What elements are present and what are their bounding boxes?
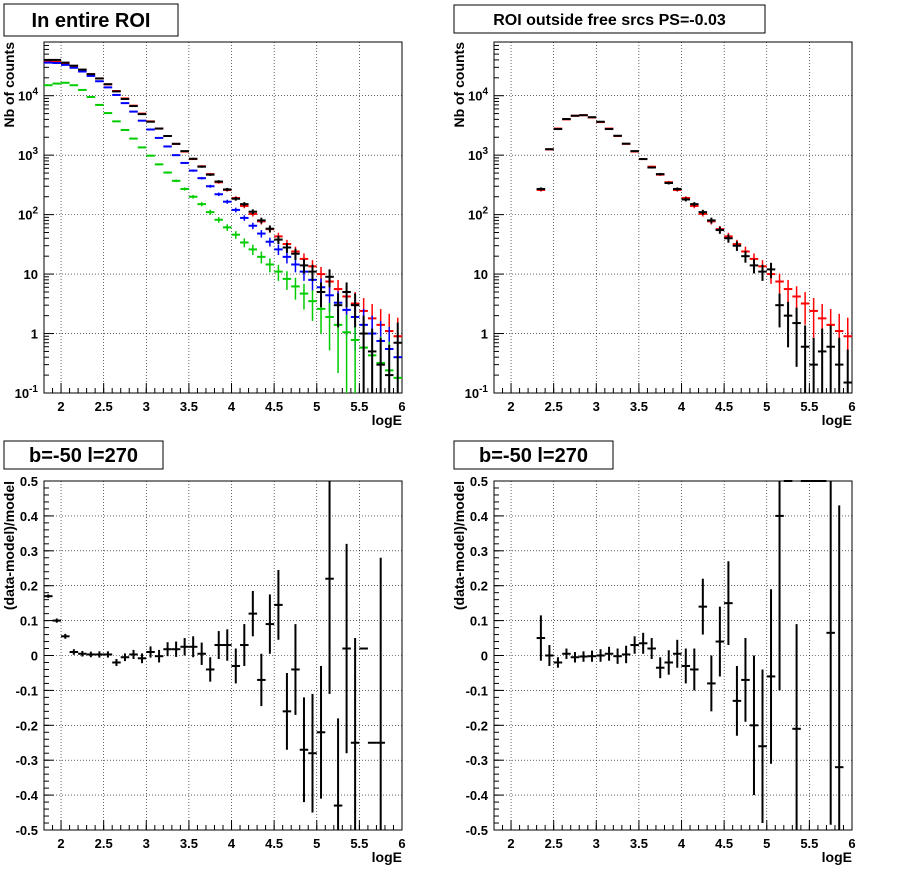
chart-title-box [453,440,614,470]
y-tick-label: 10-1 [465,384,489,401]
data-series-4 [44,58,402,393]
chart-title: In entire ROI [32,10,151,32]
y-tick-label: 103 [18,146,38,163]
chart-title: b=-50 l=270 [479,445,588,467]
chart-title-box [3,3,179,37]
y-tick-label: 10 [24,267,38,282]
x-tick-label: 2.5 [95,399,113,414]
y-tick-label: -0.3 [466,753,488,768]
x-tick-label: 6 [398,836,405,851]
x-tick-label: 3.5 [630,836,648,851]
x-axis-label: logE [822,849,852,865]
y-tick-label: 10-1 [15,384,39,401]
x-tick-label: 2.5 [545,399,563,414]
x-tick-label: 5 [313,399,320,414]
x-tick-label: 5.5 [350,836,368,851]
chart-title-box [3,440,164,470]
x-tick-label: 4 [678,836,686,851]
x-tick-label: 3.5 [180,836,198,851]
y-tick-label: -0.4 [16,788,39,803]
y-tick-label: 1 [31,327,38,342]
x-tick-label: 4 [228,836,236,851]
chart-panel-2: 2 2.5 3 3.5 4 4.5 5 5.5 6 10-1 1 10 102 103 104 logE Nb … [451,4,856,428]
y-tick-label: 0.3 [470,544,488,559]
y-tick-label: -0.1 [16,683,38,698]
y-tick-label: 0.1 [20,614,38,629]
data-series-1 [536,480,844,830]
y-tick-label: -0.5 [16,823,38,838]
x-tick-label: 5.5 [800,399,818,414]
y-tick-label: 0 [31,649,38,664]
y-tick-label: 10 [474,267,488,282]
y-tick-label: 103 [468,146,488,163]
y-tick-label: 1 [481,327,488,342]
y-tick-label: 0.5 [470,474,488,489]
y-tick-label: 0.2 [20,579,38,594]
x-tick-label: 2 [507,836,514,851]
data-series-1 [44,481,385,830]
x-tick-label: 2 [57,836,64,851]
y-axis-label: (data-model)/model [451,481,467,610]
x-tick-label: 2 [507,399,514,414]
chart-title: ROI outside free srcs PS=-0.03 [493,12,726,29]
y-tick-label: 0.5 [20,474,38,489]
x-tick-label: 4 [678,399,686,414]
chart-title: b=-50 l=270 [29,445,138,467]
y-tick-label: 104 [468,87,488,104]
y-tick-label: 0 [481,649,488,664]
x-tick-label: 3.5 [180,399,198,414]
x-tick-label: 5.5 [800,836,818,851]
x-tick-label: 6 [398,399,405,414]
chart-title-box [453,4,766,34]
y-tick-label: -0.5 [466,823,488,838]
x-tick-label: 5 [763,836,770,851]
y-tick-label: 0.2 [470,579,488,594]
plot-frame [43,480,403,831]
y-tick-label: 0.3 [20,544,38,559]
y-axis-label: (data-model)/model [1,481,17,610]
x-axis-label: logE [822,412,852,428]
x-tick-label: 6 [848,836,855,851]
y-tick-label: 104 [18,87,38,104]
y-tick-label: -0.2 [466,718,488,733]
x-tick-label: 3 [143,836,150,851]
x-tick-label: 3.5 [630,399,648,414]
x-tick-label: 2.5 [95,836,113,851]
x-tick-label: 4.5 [715,836,733,851]
y-tick-label: -0.1 [466,683,488,698]
x-tick-label: 6 [848,399,855,414]
data-series-2 [536,114,852,393]
y-axis-label: Nb of counts [1,42,17,128]
x-tick-label: 4.5 [715,399,733,414]
y-tick-label: 102 [18,206,38,223]
x-tick-label: 2.5 [545,836,563,851]
x-tick-label: 2 [57,399,64,414]
y-axis-label: Nb of counts [451,42,467,128]
x-tick-label: 3 [593,836,600,851]
y-tick-label: -0.3 [16,753,38,768]
x-tick-label: 3 [143,399,150,414]
y-tick-label: -0.2 [16,718,38,733]
y-tick-label: 0.1 [470,614,488,629]
x-tick-label: 4.5 [265,836,283,851]
plot-frame [43,41,403,394]
x-tick-label: 4.5 [265,399,283,414]
x-tick-label: 5 [313,836,320,851]
x-tick-label: 5 [763,399,770,414]
chart-panel-1: 2 2.5 3 3.5 4 4.5 5 5.5 6 10-1 1 10 102 103 104 logE Nb … [1,3,406,428]
x-tick-label: 5.5 [350,399,368,414]
x-tick-label: 4 [228,399,236,414]
y-tick-label: -0.4 [466,788,489,803]
x-axis-label: logE [372,849,402,865]
y-tick-label: 0.4 [470,509,489,524]
plot-frame [493,41,853,394]
chart-panel-3: 2 2.5 3 3.5 4 4.5 5 5.5 6 -0.5 -0.4 -0.3 -0.2 -0.1 0 0.… [1,440,406,865]
x-tick-label: 3 [593,399,600,414]
chart-panel-4: 2 2.5 3 3.5 4 4.5 5 5.5 6 -0.5 -0.4 -0.3 -0.2 -0.1 0 0.… [451,440,856,865]
y-tick-label: 0.4 [20,509,39,524]
x-axis-label: logE [372,412,402,428]
y-tick-label: 102 [468,206,488,223]
